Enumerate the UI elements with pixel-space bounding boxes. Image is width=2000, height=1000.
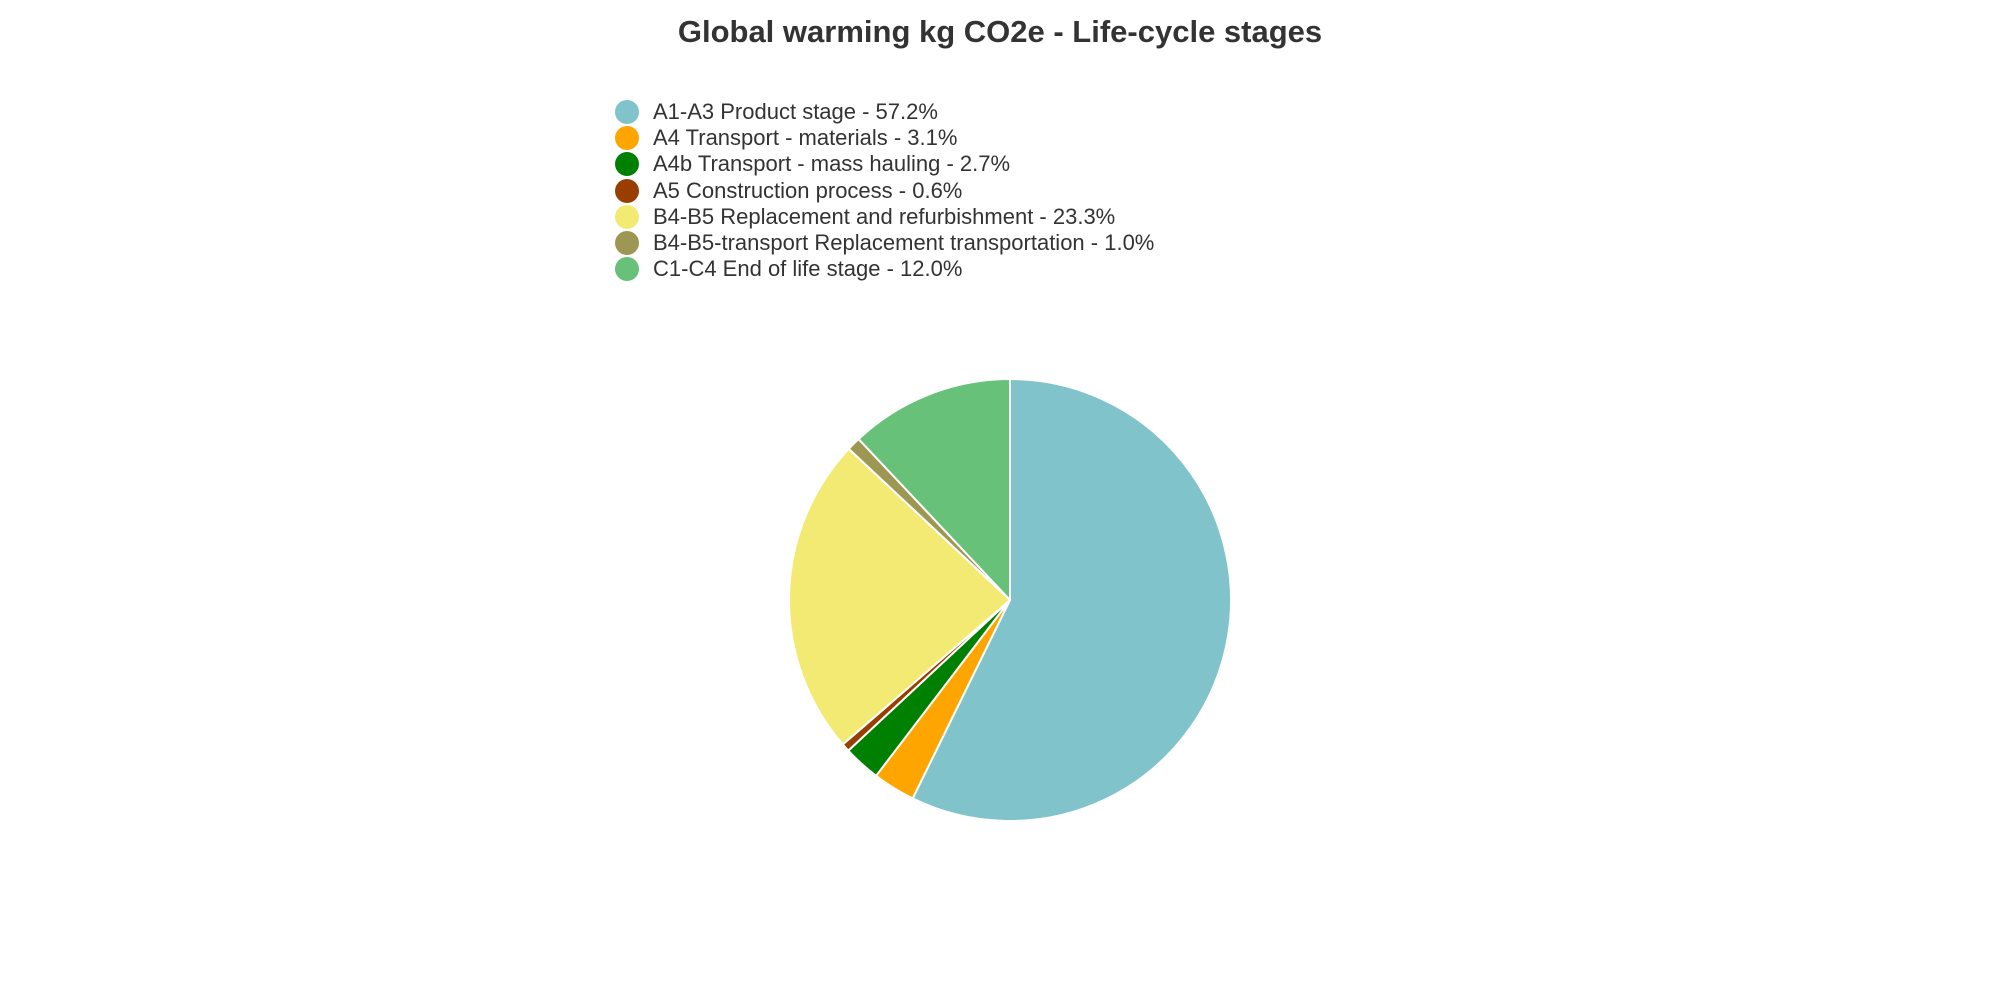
chart-title: Global warming kg CO2e - Life-cycle stag… — [677, 14, 1323, 49]
legend-label: A5 Construction process - 0.6% — [653, 177, 963, 203]
legend-label: A4 Transport - materials - 3.1% — [653, 125, 958, 151]
legend-swatch — [615, 257, 639, 282]
legend-swatch — [615, 126, 639, 151]
legend-swatch — [615, 178, 639, 203]
pie-slice-6[interactable] — [857, 378, 1011, 601]
legend-label: C1-C4 End of life stage - 12.0% — [653, 256, 963, 282]
legend-swatch — [615, 100, 639, 125]
legend-item-a4[interactable]: A4 Transport - materials - 3.1% — [615, 125, 1154, 151]
pie-slice-4[interactable] — [788, 447, 1011, 746]
legend-swatch — [615, 152, 639, 177]
legend-item-b4-b5[interactable]: B4-B5 Replacement and refurbishment - 23… — [615, 204, 1154, 230]
chart-legend: A1-A3 Product stage - 57.2% A4 Transport… — [615, 99, 1154, 282]
legend-item-a1-a3[interactable]: A1-A3 Product stage - 57.2% — [615, 99, 1154, 125]
legend-item-b4-b5-transport[interactable]: B4-B5-transport Replacement transportati… — [615, 230, 1154, 256]
legend-item-a4b[interactable]: A4b Transport - mass hauling - 2.7% — [615, 151, 1154, 177]
legend-label: A1-A3 Product stage - 57.2% — [653, 99, 938, 125]
legend-label: A4b Transport - mass hauling - 2.7% — [653, 151, 1011, 177]
legend-item-c1-c4[interactable]: C1-C4 End of life stage - 12.0% — [615, 256, 1154, 282]
legend-label: B4-B5 Replacement and refurbishment - 23… — [653, 203, 1116, 229]
legend-label: B4-B5-transport Replacement transportati… — [653, 230, 1155, 256]
pie-slice-0[interactable] — [911, 378, 1232, 822]
legend-swatch — [615, 231, 639, 256]
legend-swatch — [615, 204, 639, 229]
legend-item-a5[interactable]: A5 Construction process - 0.6% — [615, 178, 1154, 204]
